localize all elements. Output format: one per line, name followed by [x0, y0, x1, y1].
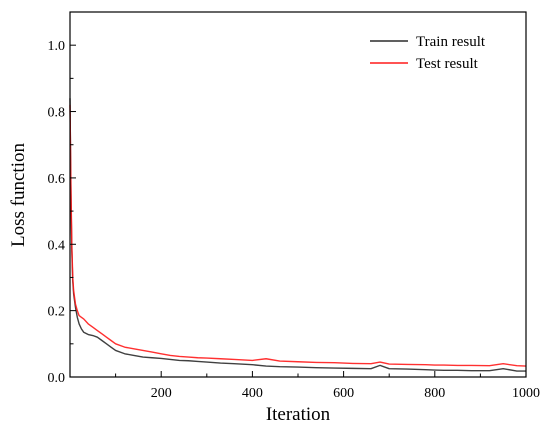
x-tick-label: 400: [242, 386, 263, 401]
legend-label: Test result: [416, 56, 479, 72]
legend: Train result Test result: [370, 34, 486, 72]
series-line-test-result: [69, 104, 527, 367]
y-axis: 0.0 0.2 0.4 0.6 0.8 1.0: [48, 11, 76, 386]
x-tick-label: 1000: [512, 386, 540, 401]
x-tick-label: 200: [151, 386, 172, 401]
y-tick-label: 0.4: [48, 238, 66, 253]
x-axis-title: Iteration: [266, 404, 331, 425]
x-axis: 200 400 600 800 1000: [115, 371, 540, 401]
series-layer: [69, 98, 527, 372]
y-tick-label: 0.2: [48, 305, 66, 320]
y-axis-title: Loss function: [8, 143, 29, 247]
y-tick-label: 0.8: [48, 106, 66, 121]
x-tick-label: 600: [333, 386, 354, 401]
x-tick-label: 800: [424, 386, 445, 401]
y-tick-label: 0.6: [48, 172, 66, 187]
legend-label: Train result: [416, 34, 486, 50]
y-tick-label: 1.0: [48, 39, 66, 54]
series-line-train-result: [69, 98, 526, 372]
y-tick-label: 0.0: [48, 371, 66, 386]
